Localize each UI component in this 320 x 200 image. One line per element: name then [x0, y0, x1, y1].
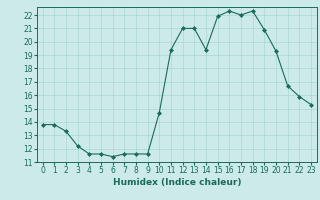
X-axis label: Humidex (Indice chaleur): Humidex (Indice chaleur): [113, 178, 241, 187]
